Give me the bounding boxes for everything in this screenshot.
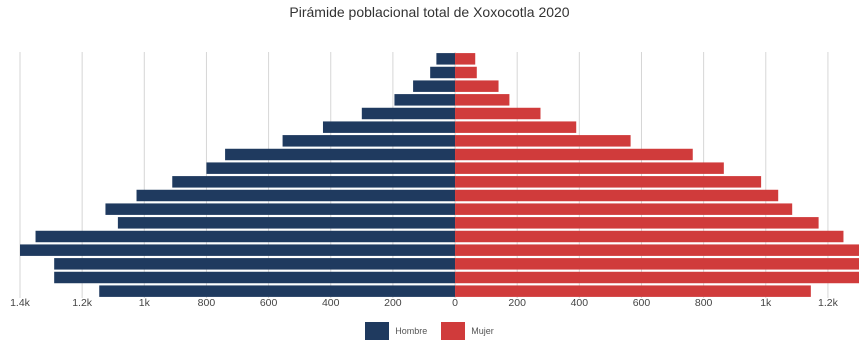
x-axis-tick-labels: 1.4k 1.2k 1k 800 600 400 200 0 200 400 600 800 1k 1.2…	[10, 297, 839, 309]
bar-mujer[interactable]	[455, 94, 510, 106]
bar-mujer[interactable]	[455, 244, 859, 256]
bar-hombre[interactable]	[436, 53, 456, 65]
x-tick-label: 1k	[760, 297, 772, 309]
legend-item-hombre[interactable]: Hombre	[365, 322, 427, 340]
bar-hombre[interactable]	[54, 271, 456, 284]
bar-mujer[interactable]	[455, 107, 541, 120]
bar-hombre[interactable]	[20, 244, 456, 256]
bar-hombre[interactable]	[430, 66, 456, 79]
bar-hombre[interactable]	[225, 148, 456, 161]
bar-mujer[interactable]	[455, 121, 577, 133]
bar-hombre[interactable]	[413, 80, 456, 92]
bar-hombre[interactable]	[172, 176, 456, 188]
bar-hombre[interactable]	[117, 217, 456, 229]
x-tick-label: 600	[260, 297, 278, 309]
x-tick-label: 1.4k	[10, 297, 31, 309]
bar-mujer[interactable]	[455, 217, 819, 229]
bar-mujer[interactable]	[455, 258, 859, 270]
bar-hombre[interactable]	[99, 285, 456, 297]
bar-hombre[interactable]	[322, 121, 456, 133]
x-tick-label: 800	[198, 297, 216, 309]
bar-mujer[interactable]	[455, 203, 793, 215]
bar-mujer[interactable]	[455, 189, 779, 202]
legend-item-mujer[interactable]: Mujer	[441, 322, 494, 340]
x-tick-label: 800	[695, 297, 713, 309]
x-tick-label: 400	[571, 297, 589, 309]
legend-swatch-hombre	[365, 322, 390, 340]
bars	[20, 53, 859, 297]
x-tick-label: 1.2k	[72, 297, 93, 309]
bar-hombre[interactable]	[361, 107, 456, 120]
bar-hombre[interactable]	[105, 203, 456, 215]
x-tick-label: 400	[322, 297, 340, 309]
legend: Hombre Mujer	[0, 322, 859, 340]
bar-mujer[interactable]	[455, 53, 476, 65]
bar-mujer[interactable]	[455, 66, 477, 79]
bar-mujer[interactable]	[455, 271, 859, 284]
bar-mujer[interactable]	[455, 148, 693, 161]
legend-swatch-mujer	[441, 322, 466, 340]
bar-mujer[interactable]	[455, 162, 724, 174]
legend-label-hombre: Hombre	[395, 326, 428, 336]
x-tick-label: 1k	[139, 297, 151, 309]
x-tick-label: 1.2k	[818, 297, 839, 309]
bar-hombre[interactable]	[35, 230, 456, 243]
legend-label-mujer: Mujer	[471, 326, 494, 336]
bar-hombre[interactable]	[394, 94, 456, 106]
bar-hombre[interactable]	[282, 135, 456, 147]
bar-mujer[interactable]	[455, 230, 844, 243]
x-tick-label: 200	[384, 297, 402, 309]
bar-mujer[interactable]	[455, 176, 762, 188]
bar-mujer[interactable]	[455, 80, 499, 92]
grid-lines	[19, 52, 829, 298]
bar-mujer[interactable]	[455, 285, 811, 297]
x-tick-label: 600	[633, 297, 651, 309]
x-tick-label: 200	[508, 297, 526, 309]
chart-title: Pirámide poblacional total de Xoxocotla …	[289, 4, 570, 20]
x-tick-label: 0	[452, 297, 458, 309]
bar-hombre[interactable]	[206, 162, 456, 174]
bar-hombre[interactable]	[136, 189, 456, 202]
bar-mujer[interactable]	[455, 135, 631, 147]
bar-hombre[interactable]	[54, 258, 456, 270]
